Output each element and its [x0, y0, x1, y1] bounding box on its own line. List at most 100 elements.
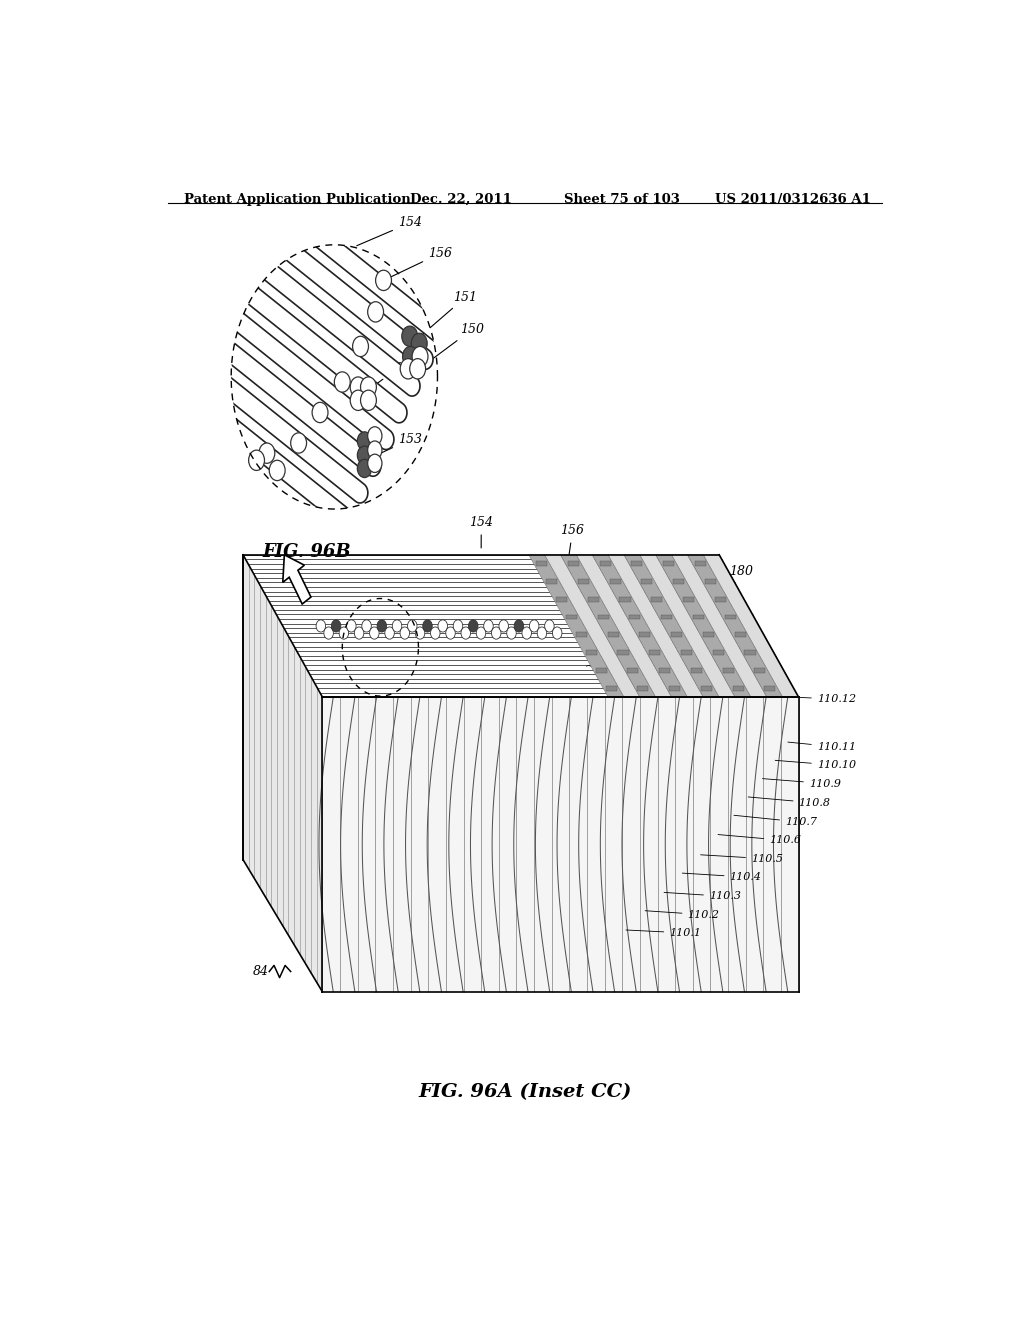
Polygon shape [269, 231, 433, 370]
Polygon shape [575, 632, 587, 638]
Text: 110.4: 110.4 [682, 873, 762, 882]
Polygon shape [630, 615, 640, 619]
Circle shape [316, 620, 326, 632]
Polygon shape [755, 668, 766, 673]
Text: 156: 156 [386, 247, 452, 279]
Circle shape [360, 378, 377, 397]
Polygon shape [243, 554, 323, 991]
Circle shape [385, 627, 394, 639]
Circle shape [370, 627, 379, 639]
Circle shape [354, 627, 364, 639]
Polygon shape [608, 554, 703, 697]
Circle shape [352, 337, 369, 356]
Circle shape [507, 627, 516, 639]
Text: 152: 152 [366, 362, 410, 392]
Text: FIG. 96B: FIG. 96B [263, 543, 351, 561]
Text: 84: 84 [253, 965, 268, 978]
Circle shape [368, 426, 382, 445]
Text: 180: 180 [717, 565, 754, 606]
Circle shape [360, 391, 377, 411]
Text: 110.3: 110.3 [665, 891, 741, 902]
Polygon shape [577, 554, 672, 697]
Polygon shape [230, 310, 394, 450]
Text: Dec. 22, 2011: Dec. 22, 2011 [410, 193, 512, 206]
Circle shape [357, 446, 372, 465]
Polygon shape [528, 554, 624, 697]
Polygon shape [605, 686, 616, 690]
Text: 110.9: 110.9 [763, 779, 841, 788]
Circle shape [400, 359, 416, 379]
Circle shape [445, 627, 456, 639]
Circle shape [401, 326, 418, 346]
Polygon shape [607, 632, 618, 638]
Text: 151: 151 [414, 290, 477, 342]
Circle shape [312, 403, 328, 422]
Text: ~66~: ~66~ [585, 660, 622, 673]
Text: 154: 154 [469, 516, 494, 548]
Polygon shape [217, 338, 381, 477]
Circle shape [492, 627, 501, 639]
Polygon shape [705, 579, 716, 583]
Circle shape [259, 444, 274, 463]
Polygon shape [744, 651, 756, 655]
Polygon shape [537, 561, 547, 566]
Circle shape [499, 620, 509, 632]
Polygon shape [649, 651, 660, 655]
Circle shape [324, 627, 334, 639]
Text: 110.10: 110.10 [775, 760, 856, 771]
Circle shape [400, 627, 410, 639]
Polygon shape [609, 579, 621, 583]
Polygon shape [632, 561, 642, 566]
Polygon shape [723, 668, 734, 673]
Text: 154: 154 [356, 216, 422, 246]
Polygon shape [546, 579, 557, 583]
Polygon shape [283, 203, 446, 343]
Circle shape [483, 620, 494, 632]
Polygon shape [691, 668, 702, 673]
Polygon shape [734, 632, 745, 638]
Polygon shape [600, 561, 610, 566]
Polygon shape [673, 579, 684, 583]
Polygon shape [669, 686, 680, 690]
Circle shape [357, 432, 372, 450]
Polygon shape [620, 597, 631, 602]
Text: FIG. 96A (Inset CC): FIG. 96A (Inset CC) [418, 1084, 632, 1101]
Text: 150: 150 [422, 323, 483, 367]
Polygon shape [568, 561, 579, 566]
Polygon shape [639, 632, 650, 638]
Text: 110.12: 110.12 [796, 694, 856, 704]
Polygon shape [243, 284, 407, 422]
Circle shape [231, 244, 437, 510]
Text: Sheet 75 of 103: Sheet 75 of 103 [564, 193, 680, 206]
Polygon shape [323, 697, 799, 991]
Circle shape [410, 359, 426, 379]
Polygon shape [586, 651, 597, 655]
Circle shape [412, 346, 428, 367]
Text: 110.5: 110.5 [700, 854, 783, 863]
Circle shape [392, 620, 401, 632]
Circle shape [269, 461, 285, 480]
Text: 182: 182 [685, 560, 716, 598]
FancyArrow shape [283, 554, 311, 605]
Circle shape [361, 620, 372, 632]
Text: 156: 156 [560, 524, 585, 556]
Polygon shape [700, 686, 712, 690]
Circle shape [423, 620, 432, 632]
Circle shape [357, 459, 372, 478]
Circle shape [514, 620, 523, 632]
Circle shape [416, 627, 425, 639]
Polygon shape [592, 554, 687, 697]
Polygon shape [655, 554, 751, 697]
Polygon shape [683, 597, 694, 602]
Polygon shape [732, 686, 743, 690]
Circle shape [291, 433, 306, 453]
Polygon shape [578, 579, 589, 583]
Polygon shape [628, 668, 639, 673]
Circle shape [545, 620, 554, 632]
Circle shape [468, 620, 478, 632]
Circle shape [408, 620, 417, 632]
Text: 110.2: 110.2 [645, 909, 720, 920]
Polygon shape [641, 579, 652, 583]
Polygon shape [566, 615, 577, 619]
Polygon shape [695, 561, 706, 566]
